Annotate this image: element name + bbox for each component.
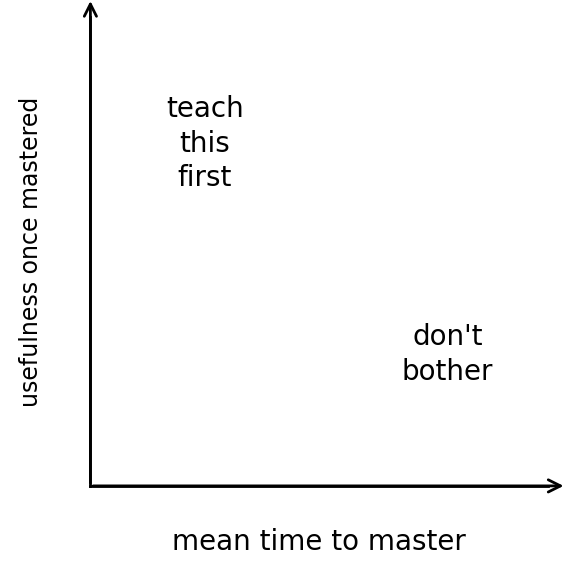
Text: mean time to master: mean time to master: [172, 528, 466, 556]
Text: don't
bother: don't bother: [402, 323, 493, 386]
Text: usefulness once mastered: usefulness once mastered: [19, 96, 43, 407]
Text: teach
this
first: teach this first: [166, 95, 244, 192]
